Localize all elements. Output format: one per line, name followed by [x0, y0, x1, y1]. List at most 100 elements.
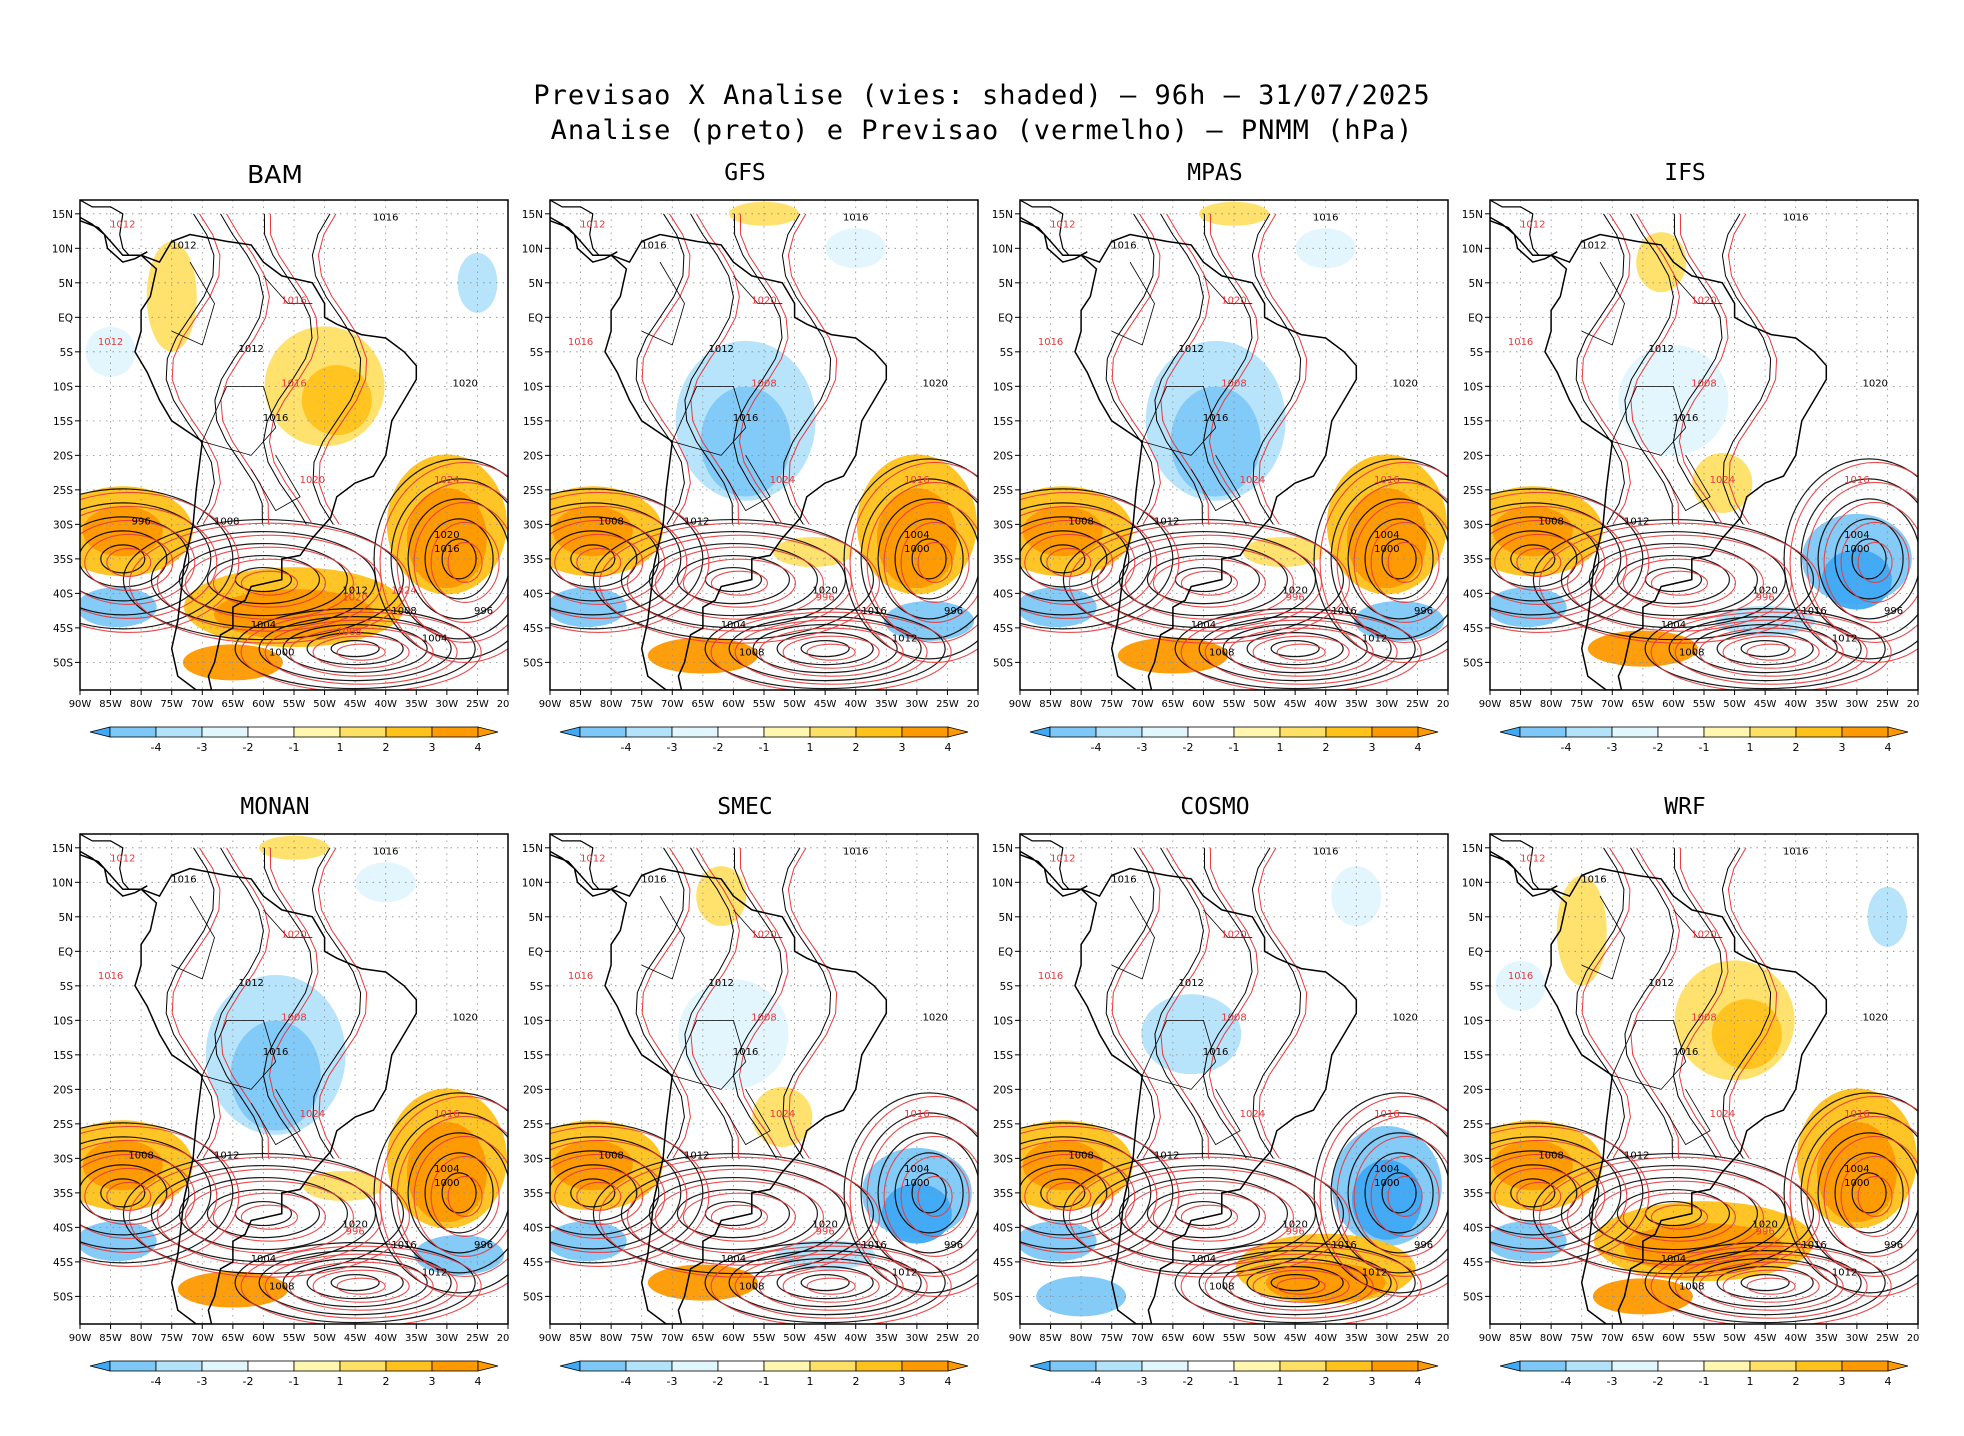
forecast-label: 996: [1286, 592, 1305, 603]
analysis-label: 1012: [1832, 634, 1857, 645]
lon-tick-label: 60W: [722, 699, 745, 710]
analysis-label: 996: [1884, 606, 1903, 617]
lat-tick-label: 10S: [53, 1015, 73, 1027]
lat-tick-label: 10N: [522, 243, 543, 255]
analysis-label: 996: [944, 606, 963, 617]
analysis-contours: [550, 213, 978, 690]
lon-tick-label: 50W: [1723, 699, 1746, 710]
coastline: [80, 834, 418, 1324]
lat-tick-label: 40S: [523, 588, 543, 600]
lon-tick-label: 30W: [1376, 699, 1399, 710]
forecast-label: 1016: [1844, 475, 1869, 486]
analysis-label: 1004: [422, 634, 447, 645]
lat-tick-label: 50S: [993, 1291, 1013, 1303]
analysis-label: 996: [474, 606, 493, 617]
forecast-label: 996: [1286, 1226, 1305, 1237]
analysis-label: 1012: [892, 1268, 917, 1279]
lon-tick-label: 65W: [1632, 1333, 1655, 1344]
analysis-label: 1008: [1679, 647, 1704, 658]
lon-tick-label: 55W: [1223, 1333, 1246, 1344]
lat-tick-label: 5N: [528, 912, 543, 924]
analysis-label: 1012: [422, 1268, 447, 1279]
forecast-contours: [550, 213, 978, 690]
colorbar-label: -4: [1561, 1375, 1572, 1388]
analysis-label: 1000: [1844, 1178, 1869, 1189]
analysis-label: 1016: [861, 1240, 886, 1251]
lon-tick-label: 30W: [906, 699, 929, 710]
analysis-label: 1004: [1191, 620, 1216, 631]
lat-tick-label: 25S: [523, 1119, 543, 1131]
forecast-label: 1016: [1508, 971, 1533, 982]
colorbar-label: -3: [667, 1375, 678, 1388]
colorbar: -4 -3 -2 -1 1 2 3 4: [1499, 726, 1909, 754]
lon-tick-label: 35W: [875, 1333, 898, 1344]
lon-tick-label: 25W: [936, 1333, 959, 1344]
colorbar-label: -4: [151, 741, 162, 754]
forecast-label: 1020: [1221, 296, 1246, 307]
analysis-label: 1008: [739, 1281, 764, 1292]
panel-title: MPAS: [1187, 160, 1243, 186]
colorbar-label: -1: [289, 741, 300, 754]
lon-tick-label: 90W: [539, 1333, 562, 1344]
lon-tick-label: 45W: [1284, 1333, 1307, 1344]
forecast-label: 1020: [751, 930, 776, 941]
coastline: [550, 200, 888, 690]
pressure-map: 1016 1012 1012 1016 1020 1012 1008 1004 1008 1004…: [1462, 199, 1920, 754]
analysis-label: 1016: [1331, 606, 1356, 617]
analysis-label: 1004: [904, 1164, 929, 1175]
analysis-label: 1004: [1844, 1164, 1869, 1175]
colorbar-label: -3: [667, 741, 678, 754]
forecast-label: 1016: [1374, 1109, 1399, 1120]
forecast-label: 1020: [342, 592, 367, 603]
lon-tick-label: 40W: [844, 1333, 867, 1344]
lat-tick-label: 10S: [523, 1015, 543, 1027]
analysis-label: 1016: [1783, 213, 1808, 224]
lat-tick-label: 30S: [1463, 519, 1483, 531]
lat-tick-label: 10N: [1462, 877, 1483, 889]
lat-tick-label: 45S: [993, 623, 1013, 635]
analysis-label: 1012: [1178, 978, 1203, 989]
colorbar-label: -1: [1699, 1375, 1710, 1388]
colorbar-label: 1: [1747, 741, 1754, 754]
analysis-label: 1012: [1581, 240, 1606, 251]
panel-title: GFS: [724, 160, 766, 186]
lat-tick-label: 25S: [53, 1119, 73, 1131]
colorbar-label: 1: [1277, 1375, 1284, 1388]
analysis-label: 1020: [1752, 1219, 1777, 1230]
lon-tick-label: 60W: [1192, 1333, 1215, 1344]
pressure-map: 1016 1016 1012 1016 1020 1012 1008 1004 1008 1004…: [52, 833, 510, 1388]
colorbar-label: -1: [1699, 741, 1710, 754]
analysis-label: 1020: [1392, 1012, 1417, 1023]
lat-tick-label: 50S: [53, 657, 73, 669]
analysis-label: 996: [944, 1240, 963, 1251]
lat-tick-label: 30S: [993, 519, 1013, 531]
forecast-label: 1016: [98, 971, 123, 982]
lon-tick-label: 75W: [1570, 699, 1593, 710]
lat-tick-label: 15N: [52, 843, 73, 855]
lat-tick-label: 35S: [523, 1188, 543, 1200]
lon-tick-label: 60W: [1192, 699, 1215, 710]
analysis-label: 1020: [342, 1219, 367, 1230]
analysis-label: 1016: [263, 413, 288, 424]
colorbar-label: 2: [1793, 1375, 1800, 1388]
lon-tick-label: 60W: [252, 1333, 275, 1344]
analysis-label: 996: [1414, 1240, 1433, 1251]
colorbar-label: -4: [1091, 741, 1102, 754]
lon-tick-label: 50W: [313, 1333, 336, 1344]
analysis-label: 1016: [1111, 240, 1136, 251]
lat-tick-label: 45S: [993, 1257, 1013, 1269]
analysis-label: 1000: [904, 544, 929, 555]
analysis-contours: [1490, 847, 1918, 1324]
lon-tick-label: 35W: [1815, 699, 1838, 710]
lat-tick-label: 40S: [53, 588, 73, 600]
lon-tick-label: 90W: [1479, 1333, 1502, 1344]
bias-shading: [550, 201, 977, 674]
analysis-label: 1016: [1203, 413, 1228, 424]
lat-tick-label: 45S: [523, 623, 543, 635]
analysis-label: 1012: [238, 978, 263, 989]
lon-tick-label: 80W: [1070, 1333, 1093, 1344]
forecast-contours: [80, 213, 508, 690]
colorbar-label: 3: [1369, 741, 1376, 754]
analysis-label: 1020: [1282, 1219, 1307, 1230]
forecast-label: 1016: [434, 1109, 459, 1120]
